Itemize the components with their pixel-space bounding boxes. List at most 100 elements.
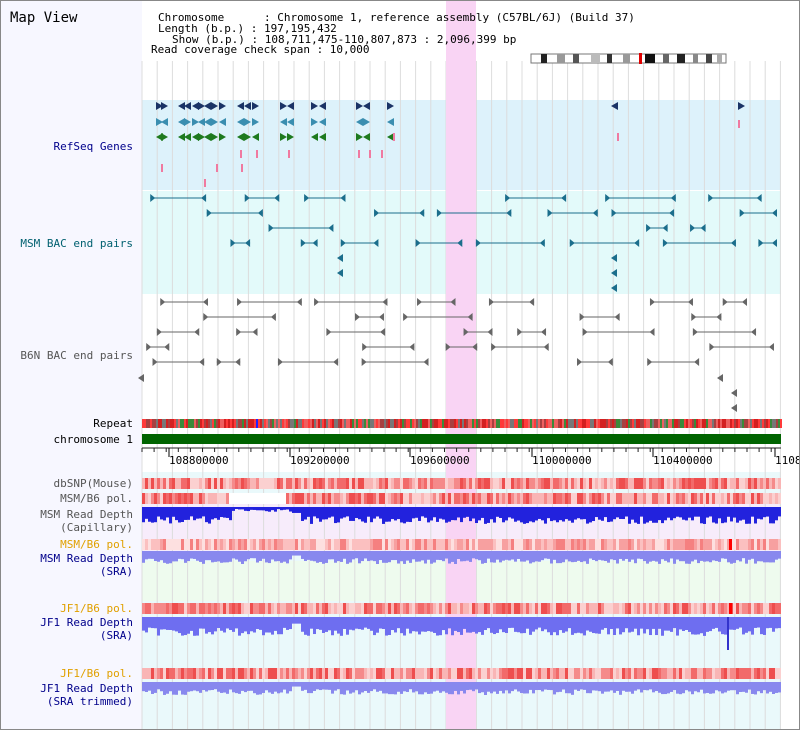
repeat-segment	[356, 419, 358, 428]
polymorphism-strip-cell	[277, 539, 280, 550]
track-label-b6n-bac[interactable]: B6N BAC end pairs	[20, 349, 133, 362]
depth-bar	[538, 617, 541, 628]
polymorphism-strip-cell	[220, 603, 223, 614]
polymorphism-strip-cell	[718, 668, 721, 679]
depth-bar	[409, 507, 412, 523]
depth-bar	[751, 507, 754, 517]
polymorphism-strip-cell	[559, 603, 562, 614]
polymorphism-strip-cell	[625, 603, 628, 614]
track-label-jf1-b6-pol[interactable]: JF1/B6 pol.	[60, 602, 133, 615]
depth-bar	[442, 507, 445, 520]
depth-bar	[391, 551, 394, 561]
depth-bar	[496, 682, 499, 694]
polymorphism-strip-cell	[505, 493, 508, 504]
axis-tick-label: 109200000	[290, 454, 350, 467]
track-label-jf1-depth-sra[interactable]: JF1 Read Depth	[40, 616, 133, 629]
polymorphism-strip-cell	[181, 603, 184, 614]
polymorphism-strip-cell	[772, 493, 775, 504]
track-label-chromosome[interactable]: chromosome 1	[53, 433, 133, 446]
polymorphism-strip-cell	[256, 539, 259, 550]
depth-bar	[637, 617, 640, 636]
polymorphism-strip-cell	[751, 539, 754, 550]
depth-bar	[373, 507, 376, 519]
depth-bar	[415, 551, 418, 562]
polymorphism-strip-cell	[490, 539, 493, 550]
polymorphism-strip-cell	[214, 603, 217, 614]
depth-bar	[325, 682, 328, 690]
depth-bar	[439, 617, 442, 636]
repeat-segment	[492, 419, 494, 428]
depth-bar	[613, 551, 616, 561]
polymorphism-strip-cell	[211, 668, 214, 679]
repeat-segment	[528, 419, 530, 428]
polymorphism-strip-cell	[547, 493, 550, 504]
repeat-segment	[324, 419, 326, 428]
depth-bar	[289, 551, 292, 560]
polymorphism-strip-cell	[490, 478, 493, 489]
depth-bar	[346, 551, 349, 564]
track-label-msm-b6-pol-2[interactable]: MSM/B6 pol.	[60, 538, 133, 551]
polymorphism-strip-cell	[235, 478, 238, 489]
polymorphism-strip-cell	[640, 478, 643, 489]
polymorphism-strip-cell	[658, 603, 661, 614]
depth-bar	[163, 682, 166, 695]
polymorphism-strip-cell	[694, 493, 697, 504]
polymorphism-strip-cell	[508, 539, 511, 550]
polymorphism-strip-cell	[748, 539, 751, 550]
polymorphism-strip-cell	[457, 478, 460, 489]
depth-bar	[166, 617, 169, 630]
repeat-segment	[656, 419, 658, 428]
depth-bar	[289, 617, 292, 630]
polymorphism-strip-cell	[244, 539, 247, 550]
depth-bar	[763, 617, 766, 635]
track-label-repeat[interactable]: Repeat	[93, 417, 133, 430]
polymorphism-strip-cell	[394, 668, 397, 679]
track-label-refseq-genes[interactable]: RefSeq Genes	[53, 140, 133, 153]
depth-bar	[652, 507, 655, 523]
polymorphism-strip-cell	[241, 478, 244, 489]
polymorphism-strip-cell	[463, 539, 466, 550]
polymorphism-strip-cell	[535, 539, 538, 550]
polymorphism-strip-cell	[586, 603, 589, 614]
polymorphism-strip-cell	[670, 493, 673, 504]
track-label-msm-b6-pol[interactable]: MSM/B6 pol.	[60, 492, 133, 505]
depth-bar	[766, 507, 769, 517]
track-label-dbsnp[interactable]: dbSNP(Mouse)	[53, 477, 133, 490]
depth-bar	[232, 682, 235, 693]
depth-bar	[586, 617, 589, 631]
polymorphism-strip-cell	[364, 539, 367, 550]
repeat-segment	[424, 419, 426, 428]
bac-end-pair	[582, 328, 588, 336]
track-label-jf1-b6-pol-2[interactable]: JF1/B6 pol.	[60, 667, 133, 680]
polymorphism-strip-cell	[193, 539, 196, 550]
bac-end-pair	[216, 358, 222, 366]
polymorphism-strip-cell	[499, 478, 502, 489]
polymorphism-strip-cell	[733, 493, 736, 504]
gene-arrow	[387, 102, 394, 110]
depth-bar	[259, 507, 262, 511]
repeat-segment	[652, 419, 654, 428]
polymorphism-strip-cell	[685, 493, 688, 504]
track-label-msm-depth-sra[interactable]: MSM Read Depth	[40, 552, 133, 565]
polymorphism-strip-cell	[757, 668, 760, 679]
depth-bar	[718, 507, 721, 519]
ideogram-band	[591, 54, 600, 63]
depth-bar	[508, 617, 511, 628]
track-label-jf1-depth-trimmed[interactable]: JF1 Read Depth	[40, 682, 133, 695]
polymorphism-strip-cell	[421, 539, 424, 550]
polymorphism-strip-cell	[577, 668, 580, 679]
polymorphism-strip-cell	[511, 668, 514, 679]
polymorphism-strip-cell	[520, 493, 523, 504]
bac-end-pair	[708, 194, 714, 202]
repeat-segment	[552, 419, 554, 428]
depth-bar	[619, 507, 622, 519]
polymorphism-strip-cell	[493, 539, 496, 550]
repeat-segment	[516, 419, 518, 428]
depth-bar	[244, 617, 247, 632]
repeat-segment	[534, 419, 536, 428]
repeat-segment	[500, 419, 502, 428]
track-label-msm-depth-capillary[interactable]: MSM Read Depth	[40, 508, 133, 521]
track-label-msm-bac[interactable]: MSM BAC end pairs	[20, 237, 133, 250]
depth-bar	[415, 617, 418, 632]
